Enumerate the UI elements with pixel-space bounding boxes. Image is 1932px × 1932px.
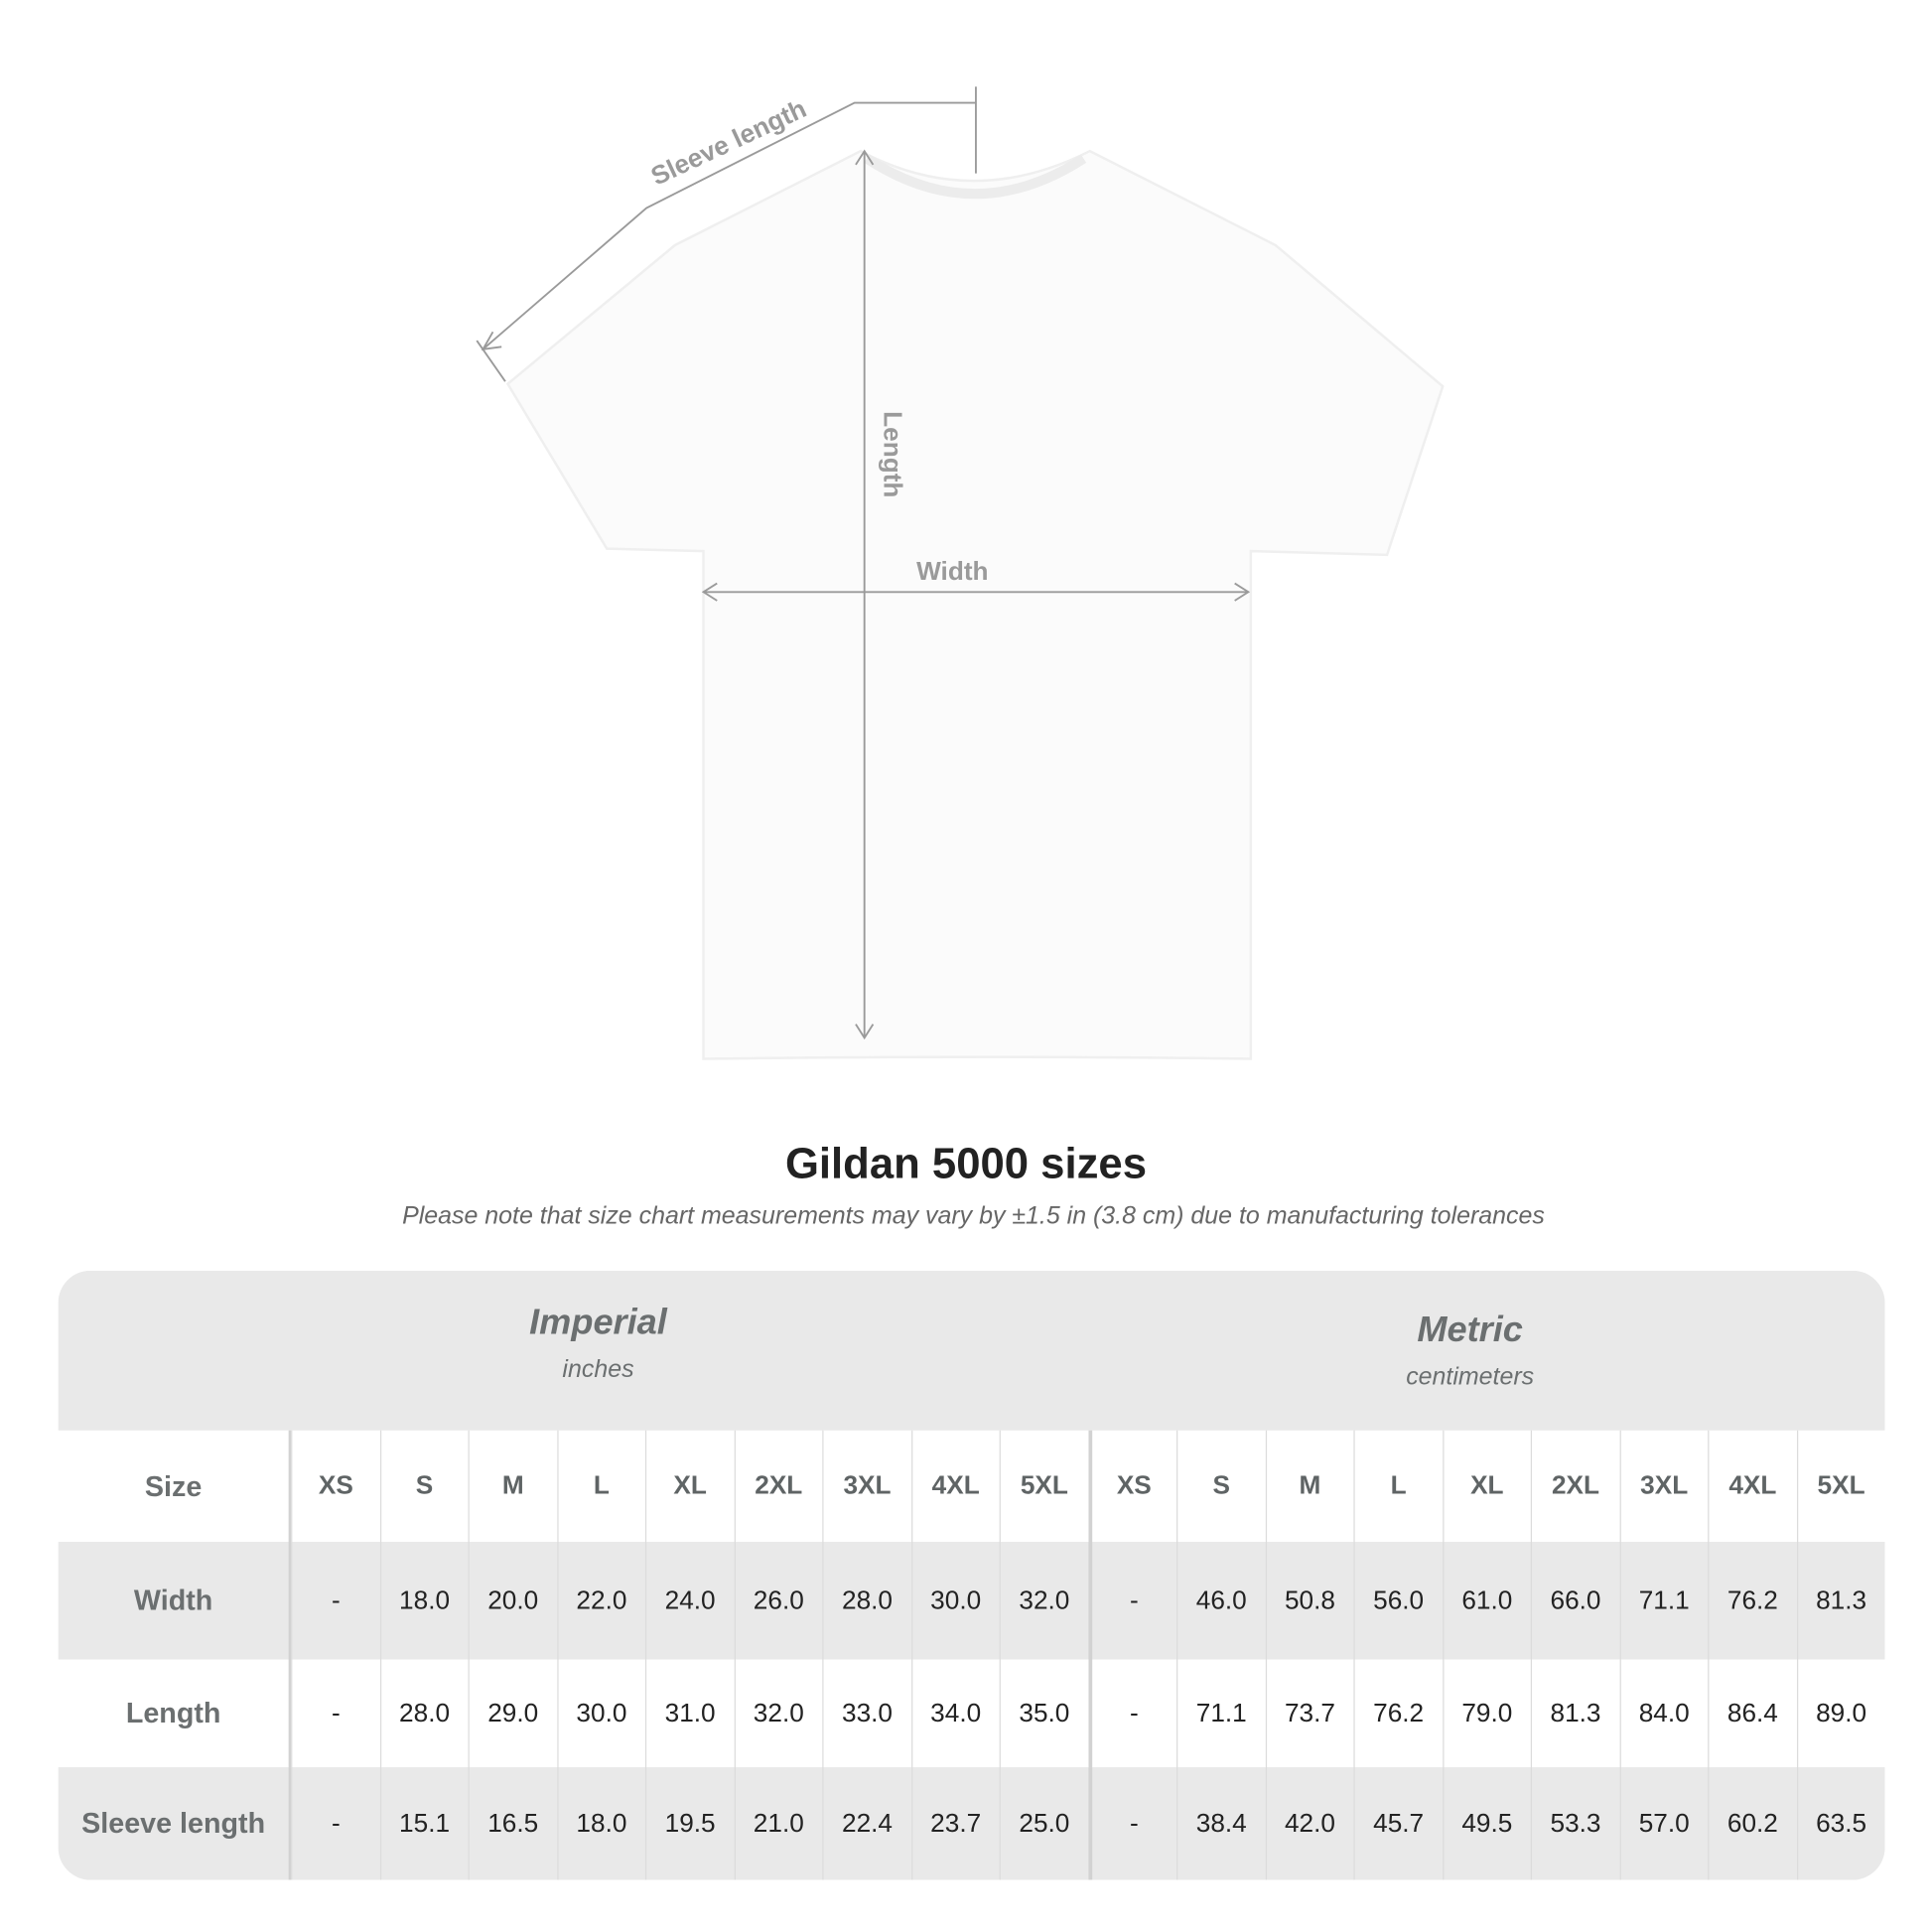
metric-value-cell: 84.0: [1618, 1659, 1708, 1768]
metric-value-cell: 76.2: [1353, 1659, 1442, 1768]
metric-value-cell: 66.0: [1530, 1542, 1619, 1660]
imperial-value-cell: 26.0: [734, 1542, 822, 1660]
metric-value-cell: 38.4: [1176, 1767, 1265, 1880]
imperial-value-cell: 22.4: [822, 1767, 910, 1880]
width-label: Width: [916, 556, 988, 586]
metric-value-cell: 71.1: [1176, 1659, 1265, 1768]
imperial-value-cell: 20.0: [468, 1542, 557, 1660]
metric-size-header: L: [1353, 1430, 1442, 1543]
imperial-value-cell: 34.0: [910, 1659, 999, 1768]
metric-value-cell: 49.5: [1442, 1767, 1531, 1880]
metric-size-header: 4XL: [1708, 1430, 1796, 1543]
imperial-size-header: XS: [291, 1430, 379, 1543]
metric-size-header: 2XL: [1530, 1430, 1619, 1543]
metric-value-cell: 71.1: [1618, 1542, 1708, 1660]
metric-value-cell: 53.3: [1530, 1767, 1619, 1880]
size-header-row: Size XS S M L XL 2XL 3XL 4XL 5XL XS S M L XL 2XL 3XL 4XL 5…: [59, 1430, 1885, 1543]
metric-value-cell: 60.2: [1708, 1767, 1796, 1880]
metric-value-cell: 46.0: [1176, 1542, 1265, 1660]
size-table: Imperial inches Metric centimeters Size X…: [58, 1270, 1885, 1880]
imperial-value-cell: 35.0: [999, 1659, 1088, 1768]
metric-value-cell: 86.4: [1708, 1659, 1796, 1768]
metric-value-cell: 73.7: [1265, 1659, 1353, 1768]
imperial-value-cell: 30.0: [556, 1659, 645, 1768]
metric-value-cell: 56.0: [1353, 1542, 1442, 1660]
imperial-value-cell: 19.5: [644, 1767, 734, 1880]
imperial-value-cell: 24.0: [644, 1542, 734, 1660]
table-row: Sleeve length -15.1 16.5 18.0 19.5 21.0 22.4 23…: [58, 1767, 1885, 1880]
imperial-value-cell: -: [291, 1659, 379, 1768]
metric-value-cell: 81.3: [1796, 1542, 1884, 1660]
metric-size-header: 3XL: [1618, 1430, 1708, 1543]
tolerance-note: Please note that size chart measurements…: [402, 1202, 1545, 1230]
imperial-size-header: XL: [644, 1430, 734, 1543]
metric-value-cell: 50.8: [1265, 1542, 1353, 1660]
tshirt-diagram: Sleeve length Length Width: [476, 86, 1445, 1060]
size-header-label: Size: [59, 1430, 292, 1543]
imperial-size-header: S: [379, 1430, 468, 1543]
metric-size-header: M: [1265, 1430, 1353, 1543]
metric-heading: Metric: [1417, 1310, 1523, 1350]
imperial-value-cell: 33.0: [822, 1659, 910, 1768]
imperial-group: Imperial inches: [200, 1303, 997, 1384]
sleeve-guide: [482, 101, 976, 350]
imperial-size-header: 5XL: [999, 1430, 1088, 1543]
metric-size-header: XS: [1087, 1430, 1176, 1543]
imperial-value-cell: 28.0: [822, 1542, 910, 1660]
row-label: Width: [59, 1542, 292, 1660]
metric-value-cell: 76.2: [1708, 1542, 1796, 1660]
imperial-value-cell: -: [291, 1542, 379, 1660]
metric-value-cell: 63.5: [1796, 1767, 1884, 1880]
metric-value-cell: -: [1087, 1659, 1176, 1768]
metric-value-cell: 81.3: [1530, 1659, 1619, 1768]
metric-value-cell: 42.0: [1265, 1767, 1353, 1880]
imperial-size-header: 3XL: [822, 1430, 910, 1543]
imperial-value-cell: 18.0: [556, 1767, 645, 1880]
table-row: Width -18.0 20.0 22.0 24.0 26.0 28.0 30.0 32.0-4…: [58, 1542, 1885, 1660]
imperial-unit: inches: [562, 1355, 634, 1384]
metric-group: Metric centimeters: [1071, 1311, 1868, 1392]
row-label: Sleeve length: [59, 1767, 292, 1880]
chart-title: Gildan 5000 sizes: [784, 1139, 1147, 1188]
unit-header-band: [58, 1270, 1885, 1431]
metric-value-cell: 45.7: [1353, 1767, 1442, 1880]
metric-size-header: S: [1176, 1430, 1265, 1543]
imperial-size-header: 4XL: [910, 1430, 999, 1543]
imperial-value-cell: 18.0: [379, 1542, 468, 1660]
metric-value-cell: 89.0: [1796, 1659, 1884, 1768]
imperial-heading: Imperial: [529, 1303, 667, 1343]
imperial-value-cell: 23.7: [910, 1767, 999, 1880]
metric-value-cell: 57.0: [1618, 1767, 1708, 1880]
imperial-value-cell: 25.0: [999, 1767, 1088, 1880]
imperial-value-cell: 31.0: [644, 1659, 734, 1768]
imperial-size-header: M: [468, 1430, 557, 1543]
imperial-value-cell: 22.0: [556, 1542, 645, 1660]
imperial-value-cell: 28.0: [379, 1659, 468, 1768]
tshirt-shape: [505, 149, 1445, 1060]
imperial-value-cell: -: [291, 1767, 379, 1880]
imperial-value-cell: 30.0: [910, 1542, 999, 1660]
imperial-value-cell: 21.0: [734, 1767, 822, 1880]
imperial-value-cell: 15.1: [379, 1767, 468, 1880]
row-label: Length: [59, 1659, 292, 1768]
imperial-size-header: L: [556, 1430, 645, 1543]
metric-size-header: 5XL: [1796, 1430, 1884, 1543]
metric-value-cell: -: [1087, 1767, 1176, 1880]
imperial-size-header: 2XL: [734, 1430, 822, 1543]
metric-unit: centimeters: [1406, 1363, 1535, 1391]
length-label: Length: [879, 411, 908, 497]
table-row: Length -28.0 29.0 30.0 31.0 32.0 33.0 34.0 35.0-…: [59, 1659, 1885, 1768]
imperial-value-cell: 32.0: [734, 1659, 822, 1768]
imperial-value-cell: 32.0: [999, 1542, 1088, 1660]
metric-size-header: XL: [1442, 1430, 1531, 1543]
imperial-value-cell: 16.5: [468, 1767, 557, 1880]
imperial-value-cell: 29.0: [468, 1659, 557, 1768]
metric-value-cell: 61.0: [1442, 1542, 1531, 1660]
sleeve-length-label: Sleeve length: [646, 93, 811, 192]
metric-value-cell: 79.0: [1442, 1659, 1531, 1768]
metric-value-cell: -: [1087, 1542, 1176, 1660]
